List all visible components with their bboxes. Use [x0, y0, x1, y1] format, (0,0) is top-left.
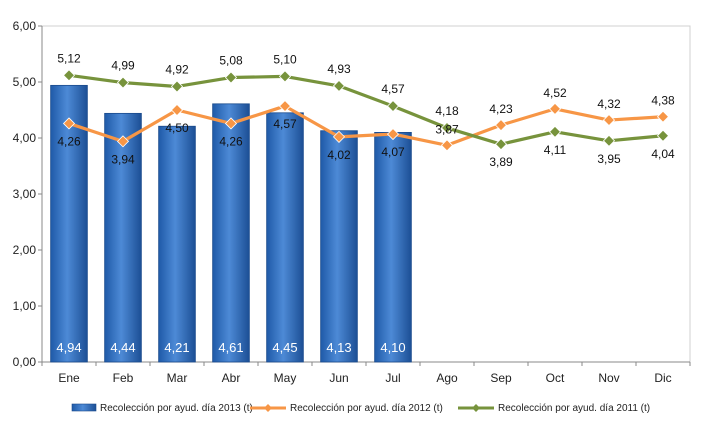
bar-data-label: 4,21 — [164, 340, 189, 355]
marker-2012 — [494, 119, 508, 132]
data-label-2012: 3,94 — [111, 152, 135, 166]
data-label-2011: 4,92 — [165, 62, 189, 76]
data-label-2012: 4,07 — [381, 145, 405, 159]
x-tick-label: Oct — [546, 371, 565, 385]
marker-2012 — [170, 103, 184, 117]
data-label-2011: 3,89 — [489, 155, 513, 169]
bar-2013 — [266, 112, 304, 363]
marker-2011 — [332, 79, 346, 92]
bar-2013 — [104, 112, 142, 363]
legend-label-2011: Recolección por ayud. día 2011 (t) — [498, 403, 650, 414]
marker-2012 — [440, 139, 454, 152]
y-tick-label: 0,00 — [13, 355, 37, 369]
marker-2012 — [656, 110, 670, 123]
data-label-2011: 3,95 — [597, 152, 621, 166]
marker-2011 — [224, 71, 238, 84]
x-tick-label: Mar — [167, 371, 188, 385]
legend-label-2013: Recolección por ayud. día 2013 (t) — [100, 403, 253, 414]
bar-2013 — [212, 103, 250, 363]
x-tick-label: May — [274, 371, 297, 385]
data-label-2011: 4,93 — [327, 62, 351, 76]
data-label-2011: 4,18 — [435, 104, 459, 118]
bar-2013 — [320, 130, 358, 363]
data-label-2011: 4,57 — [381, 82, 405, 96]
data-label-2012: 4,38 — [651, 94, 675, 108]
legend-marker-2011 — [472, 404, 480, 412]
y-tick-label: 6,00 — [13, 19, 37, 33]
x-tick-label: Nov — [598, 371, 619, 385]
data-label-2012: 4,02 — [327, 148, 351, 162]
data-label-2012: 4,50 — [165, 121, 189, 135]
legend-swatch-2013 — [71, 403, 97, 412]
x-tick-label: Dic — [654, 371, 671, 385]
data-label-2012: 4,57 — [273, 117, 297, 131]
bar-2013 — [374, 131, 412, 363]
data-label-2011: 4,04 — [651, 147, 675, 161]
marker-2011 — [386, 100, 400, 113]
y-tick-label: 4,00 — [13, 131, 37, 145]
line-2012 — [68, 104, 664, 147]
x-tick-label: Jul — [385, 371, 400, 385]
data-label-2012: 3,87 — [435, 122, 459, 136]
marker-2012 — [62, 117, 76, 130]
legend-label-2012: Recolección por ayud. día 2012 (t) — [290, 403, 443, 414]
bar-data-label: 4,45 — [272, 340, 297, 355]
marker-2011 — [170, 80, 184, 93]
data-label-2012: 4,23 — [489, 102, 513, 116]
marker-2011 — [278, 70, 292, 83]
bar-data-label: 4,44 — [110, 340, 135, 355]
x-tick-label: Ago — [436, 371, 458, 385]
data-label-2012: 4,26 — [219, 134, 243, 148]
data-label-2012: 4,32 — [597, 97, 621, 111]
marker-2011 — [494, 138, 508, 151]
marker-2012 — [224, 117, 238, 130]
marker-2012 — [332, 130, 346, 143]
x-tick-label: Sep — [490, 371, 512, 385]
bar-2013 — [158, 125, 196, 363]
data-label-2011: 5,12 — [57, 51, 81, 65]
y-tick-label: 1,00 — [13, 299, 37, 313]
marker-2011 — [602, 134, 616, 147]
marker-2011 — [440, 121, 454, 134]
marker-2011 — [548, 125, 562, 138]
x-tick-label: Abr — [222, 371, 241, 385]
marker-2012 — [386, 128, 400, 141]
y-tick-label: 3,00 — [13, 187, 37, 201]
marker-2012 — [278, 100, 292, 113]
bar-data-label: 4,61 — [218, 340, 243, 355]
data-label-2012: 4,52 — [543, 86, 567, 100]
legend-marker-2012 — [264, 404, 272, 412]
y-tick-label: 5,00 — [13, 75, 37, 89]
bar-data-label: 4,10 — [380, 340, 405, 355]
x-tick-label: Jun — [329, 371, 348, 385]
x-tick-label: Ene — [58, 371, 80, 385]
bar-data-label: 4,13 — [326, 340, 351, 355]
marker-2011 — [62, 69, 76, 82]
data-label-2011: 4,11 — [544, 143, 567, 157]
y-tick-label: 2,00 — [13, 243, 37, 257]
data-label-2011: 4,99 — [111, 59, 135, 73]
marker-2012 — [116, 135, 130, 148]
x-tick-label: Feb — [113, 371, 134, 385]
data-label-2012: 4,26 — [57, 134, 81, 148]
marker-2011 — [116, 76, 130, 89]
bar-2013 — [50, 84, 88, 363]
line-2011 — [68, 73, 664, 146]
marker-2012 — [602, 114, 616, 127]
bar-data-label: 4,94 — [56, 340, 81, 355]
marker-2012 — [548, 102, 562, 115]
data-label-2011: 5,08 — [219, 54, 243, 68]
data-label-2011: 5,10 — [273, 52, 297, 66]
marker-2011 — [656, 129, 670, 142]
